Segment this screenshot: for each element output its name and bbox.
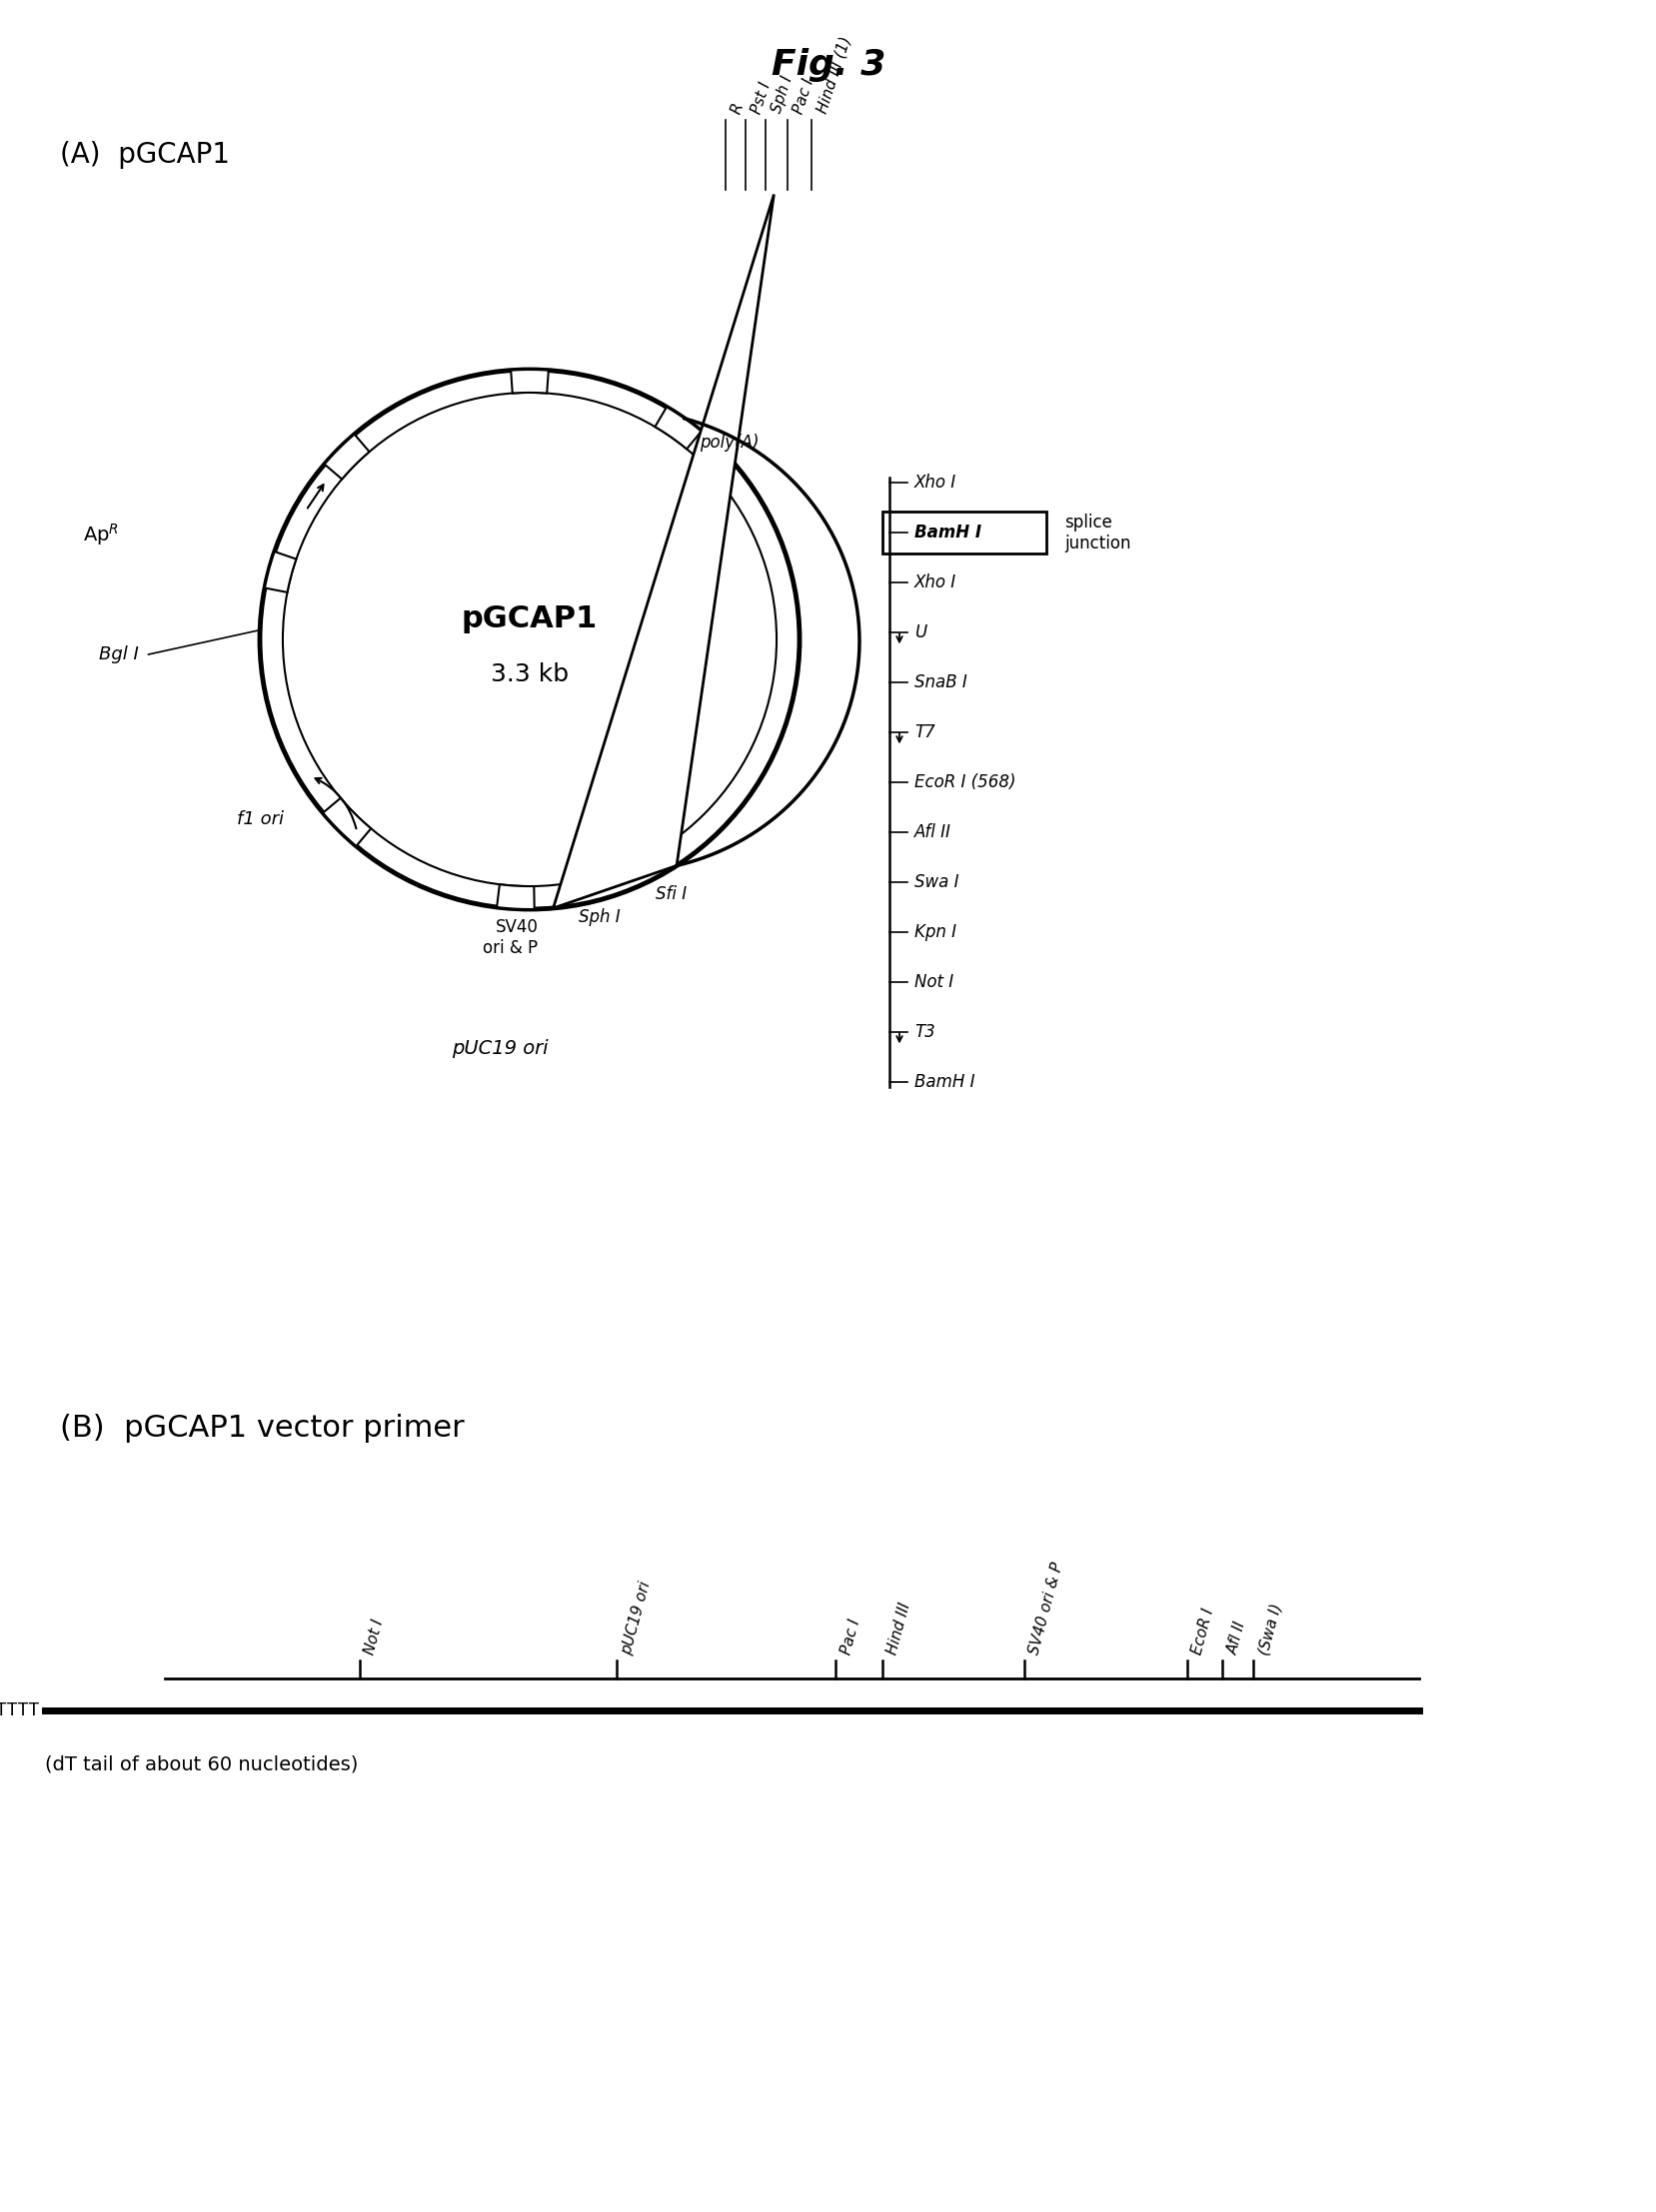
Text: R: R xyxy=(729,102,747,115)
Text: Pac I: Pac I xyxy=(790,75,816,115)
Text: (B)  pGCAP1 vector primer: (B) pGCAP1 vector primer xyxy=(60,1413,464,1442)
Text: Afl II: Afl II xyxy=(914,823,951,841)
Text: SnaB I: SnaB I xyxy=(914,675,967,692)
Text: Xho I: Xho I xyxy=(914,573,956,593)
Polygon shape xyxy=(553,195,773,909)
Text: EcoR I: EcoR I xyxy=(1189,1606,1216,1657)
Text: T7: T7 xyxy=(914,723,934,741)
Text: Afl II: Afl II xyxy=(1224,1619,1247,1657)
Text: Sfi I: Sfi I xyxy=(656,885,687,902)
Text: (Swa I): (Swa I) xyxy=(1255,1601,1283,1657)
Polygon shape xyxy=(323,799,371,845)
Text: BamH I: BamH I xyxy=(914,524,980,542)
Text: SV40 ori & P: SV40 ori & P xyxy=(1027,1562,1065,1657)
Polygon shape xyxy=(497,885,535,909)
Polygon shape xyxy=(654,407,700,449)
Text: Swa I: Swa I xyxy=(914,874,959,891)
Text: SV40
ori & P: SV40 ori & P xyxy=(484,918,538,958)
Text: splice
junction: splice junction xyxy=(1063,513,1129,553)
Text: (dT tail of about 60 nucleotides): (dT tail of about 60 nucleotides) xyxy=(45,1756,358,1774)
Text: T3: T3 xyxy=(914,1024,934,1042)
Polygon shape xyxy=(265,551,296,593)
Text: Hind III: Hind III xyxy=(884,1601,912,1657)
Polygon shape xyxy=(510,369,548,394)
Text: Sph I: Sph I xyxy=(578,907,619,925)
Polygon shape xyxy=(325,434,369,480)
Text: Pac I: Pac I xyxy=(838,1617,863,1657)
FancyBboxPatch shape xyxy=(883,511,1045,553)
Text: pUC19 ori: pUC19 ori xyxy=(450,1040,548,1057)
Text: pUC19 ori: pUC19 ori xyxy=(619,1579,652,1657)
Text: pGCAP1: pGCAP1 xyxy=(462,604,598,635)
Text: EcoR I (568): EcoR I (568) xyxy=(914,774,1015,792)
Text: poly(A): poly(A) xyxy=(699,434,758,451)
Text: Hind III (1): Hind III (1) xyxy=(815,35,853,115)
Text: Fig. 3: Fig. 3 xyxy=(772,49,884,82)
Text: 3.3 kb: 3.3 kb xyxy=(490,661,568,686)
Text: Kpn I: Kpn I xyxy=(914,925,956,942)
Text: Not I: Not I xyxy=(363,1617,386,1657)
Text: TTTT.....TTTT: TTTT.....TTTT xyxy=(0,1701,40,1719)
Text: (A)  pGCAP1: (A) pGCAP1 xyxy=(60,142,230,168)
Text: Not I: Not I xyxy=(914,973,952,991)
Text: Xho I: Xho I xyxy=(914,473,956,491)
Text: f1 ori: f1 ori xyxy=(237,810,283,827)
Text: Ap$^R$: Ap$^R$ xyxy=(83,522,119,549)
Text: Bgl I: Bgl I xyxy=(99,646,139,664)
Text: Sph I: Sph I xyxy=(768,75,795,115)
Text: Pst I: Pst I xyxy=(749,80,773,115)
Text: BamH I: BamH I xyxy=(914,1073,974,1091)
Text: U: U xyxy=(914,624,926,641)
